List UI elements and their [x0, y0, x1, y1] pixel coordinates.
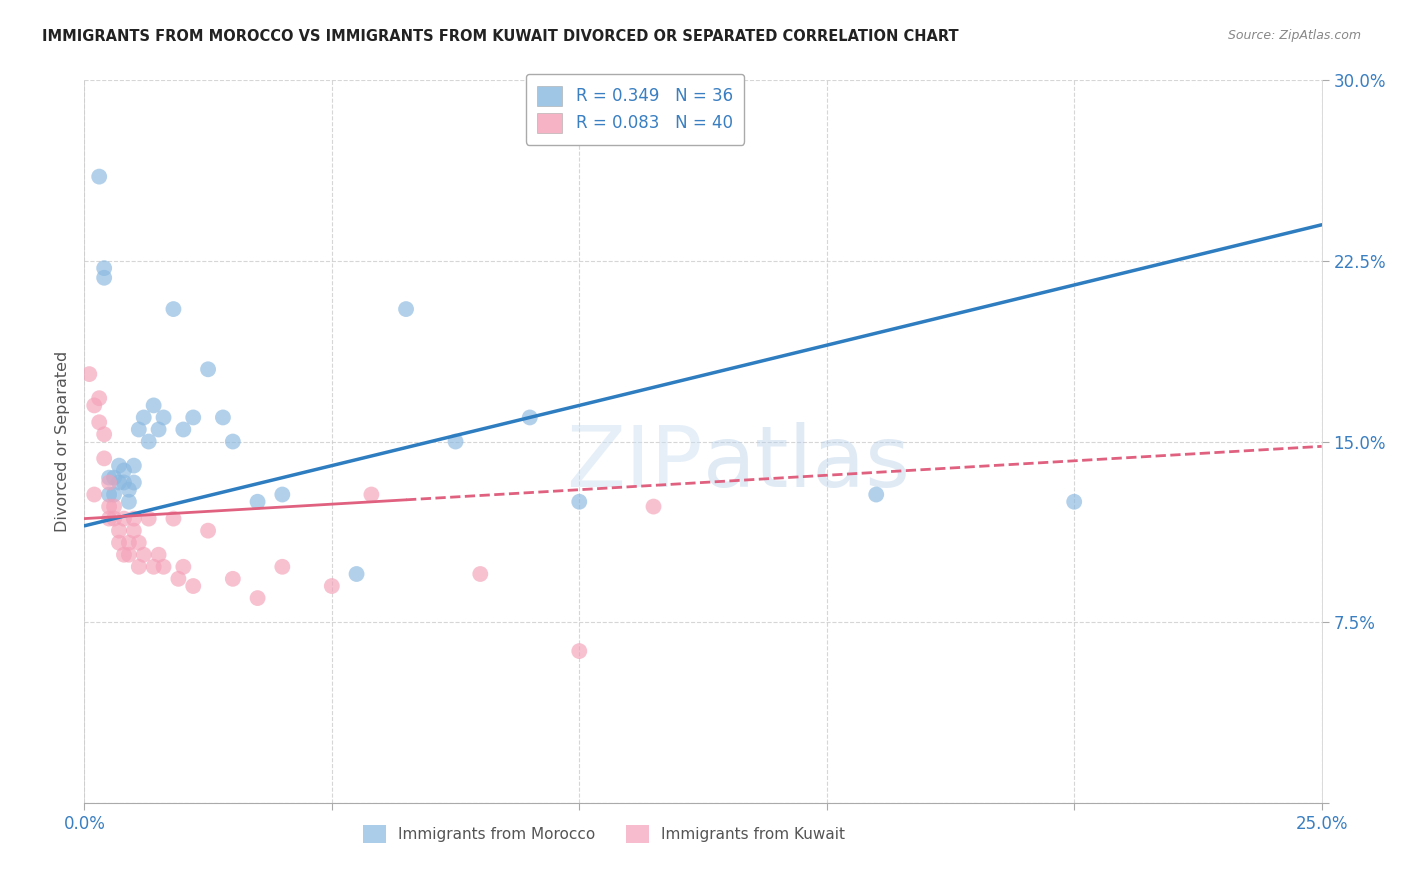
- Point: [122, 458, 145, 473]
- Point: [112, 475, 135, 490]
- Point: [271, 487, 294, 501]
- Point: [246, 494, 269, 508]
- Point: [197, 524, 219, 538]
- Point: [118, 494, 141, 508]
- Point: [395, 301, 418, 317]
- Text: atlas: atlas: [703, 422, 911, 505]
- Point: [98, 511, 121, 525]
- Point: [138, 434, 160, 449]
- Legend: Immigrants from Morocco, Immigrants from Kuwait: Immigrants from Morocco, Immigrants from…: [357, 819, 851, 849]
- Point: [128, 559, 150, 574]
- Point: [148, 422, 170, 436]
- Point: [98, 500, 121, 514]
- Point: [98, 487, 121, 501]
- Point: [470, 567, 492, 582]
- Text: ZIP: ZIP: [567, 422, 703, 505]
- Point: [83, 398, 105, 412]
- Point: [321, 579, 343, 593]
- Point: [1063, 494, 1085, 508]
- Point: [108, 535, 131, 549]
- Point: [122, 475, 145, 490]
- Point: [865, 487, 887, 501]
- Point: [122, 511, 145, 525]
- Point: [172, 422, 194, 436]
- Point: [112, 548, 135, 562]
- Point: [103, 470, 125, 484]
- Point: [142, 398, 165, 412]
- Y-axis label: Divorced or Separated: Divorced or Separated: [55, 351, 70, 533]
- Point: [142, 559, 165, 574]
- Point: [568, 644, 591, 658]
- Point: [519, 410, 541, 425]
- Point: [112, 463, 135, 477]
- Point: [138, 511, 160, 525]
- Point: [89, 169, 111, 184]
- Point: [118, 483, 141, 497]
- Point: [148, 548, 170, 562]
- Point: [79, 367, 101, 381]
- Point: [89, 391, 111, 405]
- Text: IMMIGRANTS FROM MOROCCO VS IMMIGRANTS FROM KUWAIT DIVORCED OR SEPARATED CORRELAT: IMMIGRANTS FROM MOROCCO VS IMMIGRANTS FR…: [42, 29, 959, 44]
- Point: [360, 487, 382, 501]
- Point: [93, 261, 115, 276]
- Point: [83, 487, 105, 501]
- Point: [181, 410, 204, 425]
- Point: [152, 559, 174, 574]
- Point: [246, 591, 269, 605]
- Point: [103, 511, 125, 525]
- Point: [118, 548, 141, 562]
- Point: [643, 500, 665, 514]
- Point: [132, 410, 155, 425]
- Point: [93, 427, 115, 442]
- Point: [212, 410, 235, 425]
- Point: [181, 579, 204, 593]
- Point: [132, 548, 155, 562]
- Point: [112, 511, 135, 525]
- Point: [197, 362, 219, 376]
- Point: [103, 487, 125, 501]
- Point: [152, 410, 174, 425]
- Point: [93, 270, 115, 285]
- Point: [444, 434, 467, 449]
- Point: [89, 415, 111, 429]
- Point: [568, 494, 591, 508]
- Point: [103, 500, 125, 514]
- Point: [222, 572, 245, 586]
- Point: [108, 458, 131, 473]
- Point: [128, 422, 150, 436]
- Point: [98, 470, 121, 484]
- Point: [162, 301, 184, 317]
- Point: [98, 475, 121, 490]
- Point: [271, 559, 294, 574]
- Point: [167, 572, 190, 586]
- Point: [346, 567, 368, 582]
- Point: [222, 434, 245, 449]
- Point: [122, 524, 145, 538]
- Point: [162, 511, 184, 525]
- Point: [93, 451, 115, 466]
- Point: [128, 535, 150, 549]
- Point: [118, 535, 141, 549]
- Text: Source: ZipAtlas.com: Source: ZipAtlas.com: [1227, 29, 1361, 42]
- Point: [108, 475, 131, 490]
- Point: [108, 524, 131, 538]
- Point: [172, 559, 194, 574]
